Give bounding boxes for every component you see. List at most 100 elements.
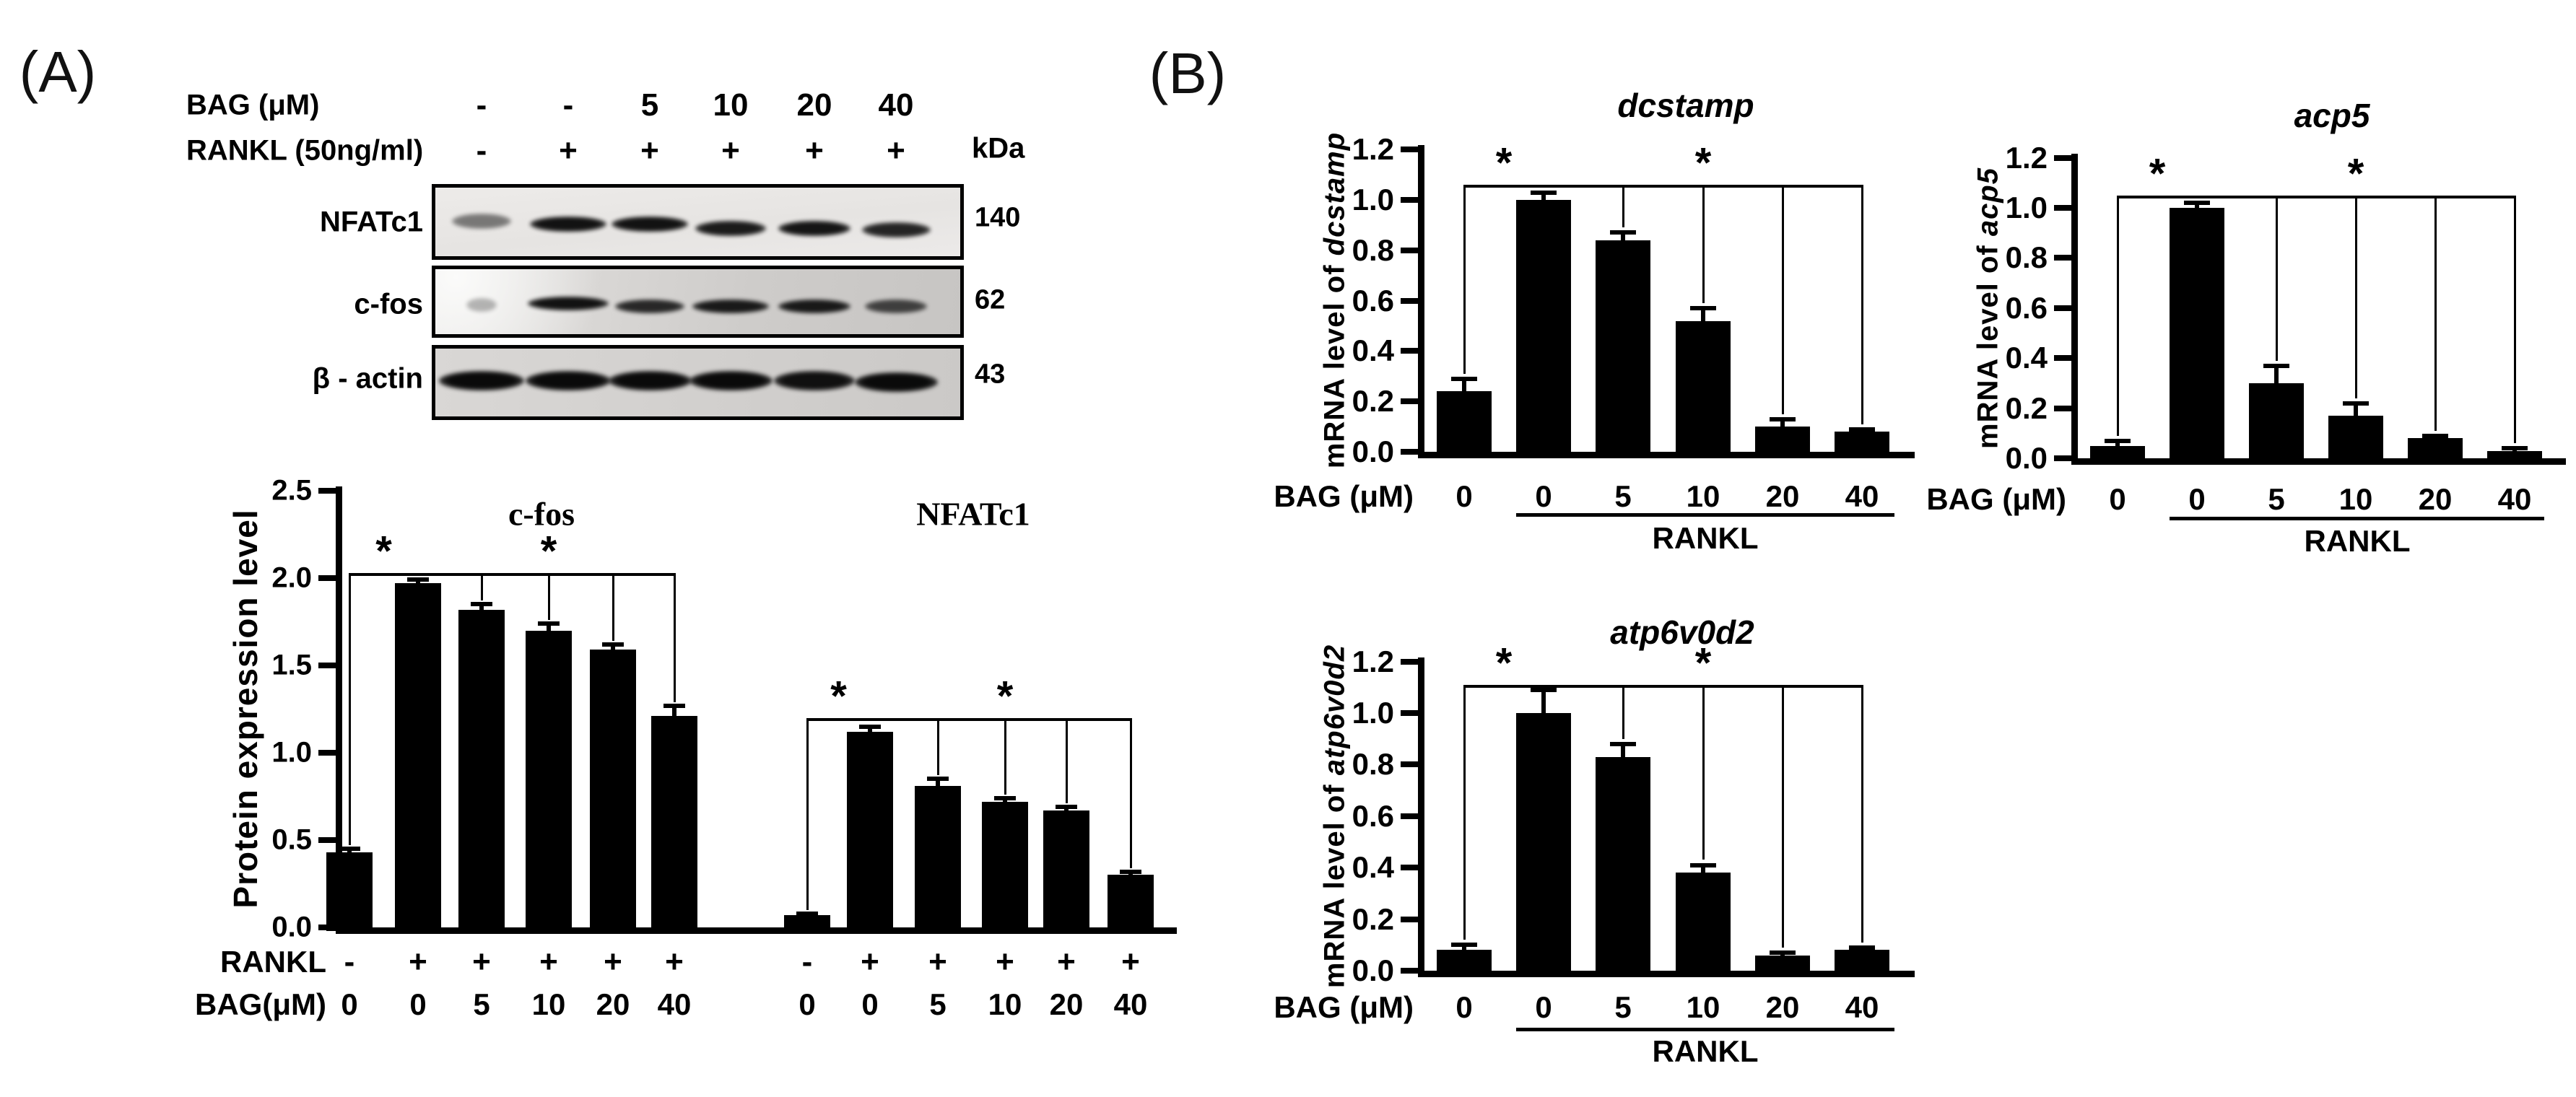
- significance-asterisk: *: [1495, 139, 1513, 187]
- x-tick-label: 20: [1765, 990, 1800, 1024]
- rankl-group-underline: [1516, 513, 1894, 517]
- bar: [1043, 810, 1089, 931]
- error-bar-stem: [936, 779, 940, 787]
- y-axis-line: [2071, 153, 2078, 465]
- x-tick-label: 0: [1455, 479, 1473, 513]
- error-bar-stem: [1701, 865, 1705, 875]
- error-bar-cap: [1610, 230, 1636, 235]
- error-bar-cap: [339, 847, 360, 852]
- bar: [2170, 208, 2224, 462]
- error-bar-cap: [2422, 433, 2448, 438]
- x-tick-label: 20: [1765, 479, 1800, 513]
- panel-b-label: (B): [1149, 41, 1227, 105]
- bar: [2328, 416, 2383, 462]
- error-bar-stem: [1462, 378, 1466, 393]
- kda-header: kDa: [972, 132, 1025, 165]
- blot-band: [615, 299, 684, 313]
- significance-drop-line: [2354, 195, 2357, 398]
- x-axis-row-label: BAG (μM): [1274, 990, 1414, 1024]
- blot-row-label: c-fos: [354, 288, 423, 320]
- x-row-value: +: [539, 944, 558, 979]
- significance-asterisk: *: [996, 673, 1014, 720]
- x-tick-label: 5: [1614, 990, 1632, 1024]
- error-bar-stem: [416, 580, 420, 585]
- bar: [651, 716, 697, 931]
- bar: [784, 915, 830, 931]
- y-tick-label: 0.6: [2005, 290, 2048, 325]
- kda-value: 43: [975, 359, 1006, 390]
- error-bar-cap: [407, 577, 429, 582]
- error-bar-stem: [479, 604, 484, 611]
- significance-asterisk: *: [2149, 150, 2166, 198]
- y-axis-label-gene: atp6v0d2: [1318, 644, 1351, 776]
- y-tick-label: 0.0: [1352, 953, 1394, 987]
- x-axis-line: [1418, 971, 1915, 977]
- x-tick-label: 10: [1686, 479, 1720, 513]
- y-tick-label: 0.0: [2005, 441, 2048, 475]
- x-row-value: +: [409, 944, 427, 979]
- y-axis-tick: [1401, 449, 1418, 455]
- y-axis-tick: [1401, 348, 1418, 354]
- bar: [1676, 873, 1731, 974]
- x-row-value: -: [801, 944, 813, 979]
- blot-row-label: β - actin: [312, 362, 423, 395]
- x-row-value: 0: [799, 987, 816, 1021]
- bar: [2090, 445, 2145, 462]
- x-row-value: +: [928, 944, 947, 979]
- x-tick-label: 40: [2497, 482, 2532, 516]
- y-axis-tick: [1401, 197, 1418, 203]
- significance-asterisk: *: [540, 528, 557, 575]
- x-row-value: +: [1057, 944, 1076, 979]
- y-tick-label: 1.0: [271, 736, 312, 769]
- y-axis-line: [1418, 145, 1424, 458]
- y-axis-tick: [318, 575, 336, 581]
- x-row-value: 5: [473, 987, 490, 1021]
- blot-row-label: NFATc1: [320, 206, 423, 238]
- blot-band: [466, 297, 497, 312]
- error-bar-cap: [994, 795, 1016, 800]
- significance-asterisk: *: [830, 673, 847, 720]
- y-axis-tick: [1401, 968, 1418, 974]
- significance-drop-line: [673, 572, 676, 702]
- error-bar-stem: [547, 623, 551, 632]
- rankl-group-label: RANKL: [1652, 1034, 1759, 1068]
- treatment-value: +: [559, 133, 578, 168]
- bar: [326, 852, 373, 931]
- y-axis-tick: [1401, 147, 1418, 153]
- blot-band: [530, 216, 606, 232]
- x-row-value: 10: [531, 987, 566, 1021]
- treatment-value: +: [721, 133, 740, 168]
- rankl-group-label: RANKL: [2304, 524, 2411, 558]
- treatment-value: -: [476, 87, 487, 123]
- y-axis-tick: [2054, 154, 2071, 161]
- error-bar-stem: [1003, 797, 1007, 803]
- bar: [2408, 438, 2463, 462]
- treatment-value: -: [476, 133, 487, 168]
- y-axis-label-prefix: mRNA level of: [1318, 775, 1351, 989]
- y-axis-tick: [1401, 916, 1418, 922]
- chart-group-title: c-fos: [508, 495, 575, 533]
- error-bar-stem: [672, 705, 676, 718]
- treatment-row-label: BAG (μM): [186, 89, 320, 121]
- significance-drop-line: [2116, 195, 2119, 436]
- bar: [1755, 427, 1810, 455]
- significance-asterisk: *: [2347, 150, 2364, 198]
- significance-drop-line: [1702, 185, 1705, 304]
- error-bar-cap: [2502, 446, 2528, 451]
- y-tick-label: 0.8: [2005, 240, 2048, 275]
- bar: [1108, 875, 1154, 931]
- y-tick-label: 0.2: [2005, 390, 2048, 425]
- error-bar-cap: [1451, 376, 1477, 381]
- x-axis-line: [336, 927, 1177, 934]
- y-tick-label: 1.0: [1352, 696, 1394, 730]
- blot-band: [861, 222, 931, 237]
- error-bar-cap: [663, 703, 685, 708]
- significance-bracket: [1463, 185, 1863, 188]
- significance-drop-line: [1781, 185, 1784, 414]
- error-bar-cap: [2343, 401, 2369, 406]
- bar: [1835, 950, 1889, 974]
- y-axis-tick: [318, 663, 336, 668]
- x-tick-label: 5: [2268, 482, 2285, 516]
- y-axis-tick: [1401, 398, 1418, 405]
